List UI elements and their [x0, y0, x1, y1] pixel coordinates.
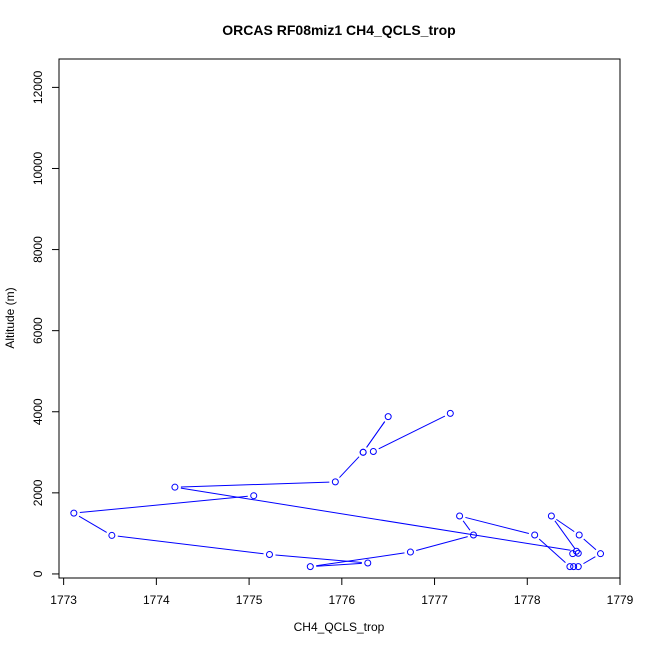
data-point [250, 492, 258, 500]
data-point [574, 549, 582, 557]
series-line-segment [316, 562, 362, 567]
series-line-segment [180, 481, 330, 488]
series-line-segment [316, 552, 405, 567]
data-point [547, 512, 555, 520]
series-line-segment [554, 520, 576, 549]
y-tick-label: 8000 [31, 236, 45, 263]
data-point [369, 447, 377, 455]
x-tick-label: 1779 [607, 593, 634, 607]
series-line-segment [378, 415, 446, 450]
data-point [265, 550, 273, 558]
series-line-segment [79, 495, 248, 514]
data-point [306, 563, 314, 571]
series-line-segment [275, 554, 362, 563]
data-point [572, 547, 580, 555]
y-tick-label: 10000 [31, 151, 45, 185]
data-point [331, 478, 339, 486]
data-point [566, 563, 574, 571]
series-line-segment [583, 538, 597, 551]
y-tick-label: 12000 [31, 70, 45, 104]
data-point [446, 409, 454, 417]
data-point [70, 509, 78, 517]
series-line-segment [538, 538, 566, 564]
series-line-segment [583, 556, 596, 565]
data-point [364, 559, 372, 567]
series-line-segment [462, 520, 471, 531]
series-line-segment [556, 518, 575, 533]
data-point [456, 512, 464, 520]
plot-frame [58, 58, 621, 579]
x-tick-label: 1774 [143, 593, 170, 607]
data-point [597, 550, 605, 558]
data-point [531, 531, 539, 539]
x-tick-label: 1773 [50, 593, 77, 607]
x-tick-label: 1778 [514, 593, 541, 607]
y-tick-label: 0 [31, 570, 45, 577]
data-series [70, 409, 605, 571]
series-line-segment [117, 535, 264, 555]
data-point [574, 563, 582, 571]
data-point [406, 548, 414, 556]
x-tick-label: 1775 [236, 593, 263, 607]
series-line-segment [339, 456, 360, 478]
data-point [384, 413, 392, 421]
y-tick-label: 4000 [31, 398, 45, 425]
y-tick-label: 6000 [31, 317, 45, 344]
y-tick-label: 2000 [31, 479, 45, 506]
y-axis: 0 2000 4000 6000 8000 10000 12000 [31, 70, 60, 577]
series-line-segment [416, 536, 468, 551]
x-tick-label: 1777 [421, 593, 448, 607]
data-point [575, 531, 583, 539]
data-point [359, 448, 367, 456]
x-tick-label: 1776 [328, 593, 355, 607]
data-point [469, 531, 477, 539]
y-axis-label: Altitude (m) [3, 287, 17, 348]
x-axis-label: CH4_QCLS_trop [294, 620, 385, 634]
data-point [171, 483, 179, 491]
series-line-segment [366, 421, 386, 448]
data-point [570, 563, 578, 571]
series-line-segment [180, 487, 571, 551]
series-line-segment [78, 515, 107, 533]
series-line-segment [465, 516, 529, 535]
chart-title: ORCAS RF08miz1 CH4_QCLS_trop [222, 22, 455, 38]
x-axis: 1773 1774 1775 1776 1777 1778 1779 [50, 577, 634, 607]
data-point [108, 531, 116, 539]
